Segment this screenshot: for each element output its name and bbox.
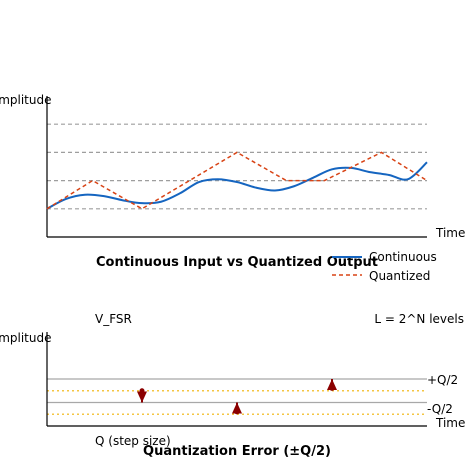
step-annotation: Q (step size) xyxy=(95,434,171,448)
bottom-chart: V_FSR L = 2^N levels Amplitude +Q/2 -Q/2… xyxy=(0,312,465,459)
error-arrow-head-2 xyxy=(327,379,337,390)
top-ylabel: Amplitude xyxy=(0,93,52,107)
error-arrow-1 xyxy=(232,402,242,415)
top-series-group xyxy=(46,151,428,210)
vfsr-annotation: V_FSR xyxy=(95,312,132,326)
top-chart: Amplitude Time Continuous Input vs Quant… xyxy=(0,93,465,283)
bottom-ylabel: Amplitude xyxy=(0,331,52,345)
series-quantized-line xyxy=(46,151,428,210)
error-arrow-origin-0 xyxy=(139,388,145,394)
error-arrow-2 xyxy=(327,379,337,391)
top-xlabel: Time xyxy=(435,226,465,240)
error-arrow-origin-1 xyxy=(234,409,240,415)
legend-continuous-label: Continuous xyxy=(369,250,437,264)
legend-quantized-label: Quantized xyxy=(369,269,430,283)
error-arrows-group xyxy=(137,379,337,415)
upper-bound-label: +Q/2 xyxy=(427,373,458,387)
bottom-xlabel: Time xyxy=(435,416,465,430)
error-arrow-0 xyxy=(137,388,147,403)
bottom-title: Quantization Error (±Q/2) xyxy=(143,444,331,459)
error-arrow-origin-2 xyxy=(329,385,335,391)
levels-annotation: L = 2^N levels xyxy=(374,312,464,326)
error-arrow-head-0 xyxy=(137,391,147,403)
top-title: Continuous Input vs Quantized Output xyxy=(96,255,378,270)
series-continuous-line xyxy=(46,161,428,210)
legend: Continuous Quantized xyxy=(332,250,437,283)
error-arrow-head-1 xyxy=(232,402,242,414)
lower-bound-label: -Q/2 xyxy=(427,402,453,416)
